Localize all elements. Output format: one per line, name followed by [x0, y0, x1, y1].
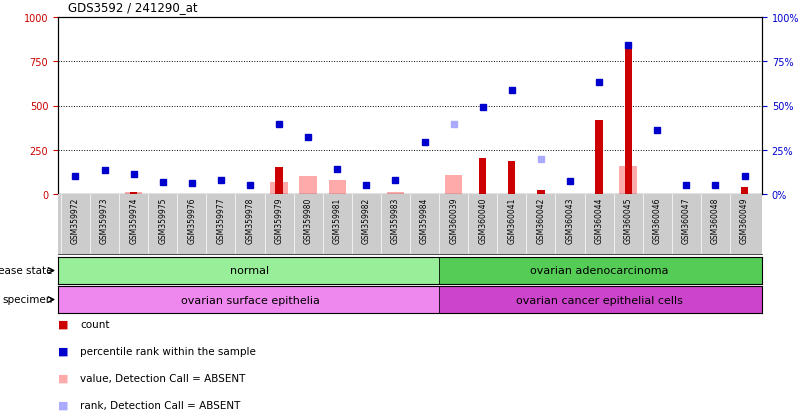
- Bar: [387, 193, 405, 195]
- Text: GSM360040: GSM360040: [478, 197, 487, 244]
- Text: GSM360048: GSM360048: [711, 197, 720, 244]
- Bar: [58, 257, 439, 284]
- Text: GSM359984: GSM359984: [420, 197, 429, 244]
- Bar: [595, 120, 602, 195]
- Text: ■: ■: [58, 346, 69, 356]
- Bar: [125, 193, 143, 195]
- Bar: [508, 162, 516, 195]
- Text: GSM359974: GSM359974: [129, 197, 138, 244]
- Text: GSM359981: GSM359981: [332, 197, 342, 244]
- Text: GSM359972: GSM359972: [71, 197, 80, 244]
- Bar: [537, 191, 545, 195]
- Text: GSM359973: GSM359973: [100, 197, 109, 244]
- Bar: [619, 166, 637, 195]
- Bar: [130, 192, 137, 195]
- Text: GDS3592 / 241290_at: GDS3592 / 241290_at: [68, 1, 198, 14]
- Text: GSM359976: GSM359976: [187, 197, 196, 244]
- Bar: [479, 158, 486, 195]
- Text: ■: ■: [58, 400, 69, 410]
- Bar: [625, 48, 632, 195]
- Text: GSM359979: GSM359979: [275, 197, 284, 244]
- Bar: [271, 182, 288, 195]
- Text: ovarian cancer epithelial cells: ovarian cancer epithelial cells: [516, 295, 682, 305]
- Text: GSM359980: GSM359980: [304, 197, 312, 244]
- Bar: [439, 257, 762, 284]
- Text: ■: ■: [58, 319, 69, 329]
- Text: GSM360045: GSM360045: [624, 197, 633, 244]
- Text: disease state: disease state: [0, 266, 53, 276]
- Bar: [741, 188, 748, 195]
- Text: GSM360042: GSM360042: [537, 197, 545, 244]
- Text: GSM360049: GSM360049: [740, 197, 749, 244]
- Text: GSM360046: GSM360046: [653, 197, 662, 244]
- Text: ovarian adenocarcinoma: ovarian adenocarcinoma: [529, 266, 668, 276]
- Text: specimen: specimen: [2, 295, 53, 305]
- Bar: [58, 286, 439, 313]
- Text: GSM360044: GSM360044: [594, 197, 604, 244]
- Text: ovarian surface epithelia: ovarian surface epithelia: [180, 295, 320, 305]
- Text: GSM359978: GSM359978: [245, 197, 255, 244]
- Text: GSM360043: GSM360043: [566, 197, 574, 244]
- Text: GSM360039: GSM360039: [449, 197, 458, 244]
- Text: GSM360047: GSM360047: [682, 197, 691, 244]
- Text: GSM359975: GSM359975: [159, 197, 167, 244]
- Text: GSM359983: GSM359983: [391, 197, 400, 244]
- Text: count: count: [80, 319, 110, 329]
- Text: GSM360041: GSM360041: [507, 197, 517, 244]
- Bar: [328, 180, 346, 195]
- Text: ■: ■: [58, 373, 69, 383]
- Text: GSM359982: GSM359982: [362, 197, 371, 244]
- Text: rank, Detection Call = ABSENT: rank, Detection Call = ABSENT: [80, 400, 241, 410]
- Bar: [445, 175, 462, 195]
- Bar: [439, 286, 762, 313]
- Text: value, Detection Call = ABSENT: value, Detection Call = ABSENT: [80, 373, 246, 383]
- Text: GSM359977: GSM359977: [216, 197, 225, 244]
- Text: percentile rank within the sample: percentile rank within the sample: [80, 346, 256, 356]
- Text: normal: normal: [231, 266, 270, 276]
- Bar: [300, 177, 317, 195]
- Bar: [276, 167, 283, 195]
